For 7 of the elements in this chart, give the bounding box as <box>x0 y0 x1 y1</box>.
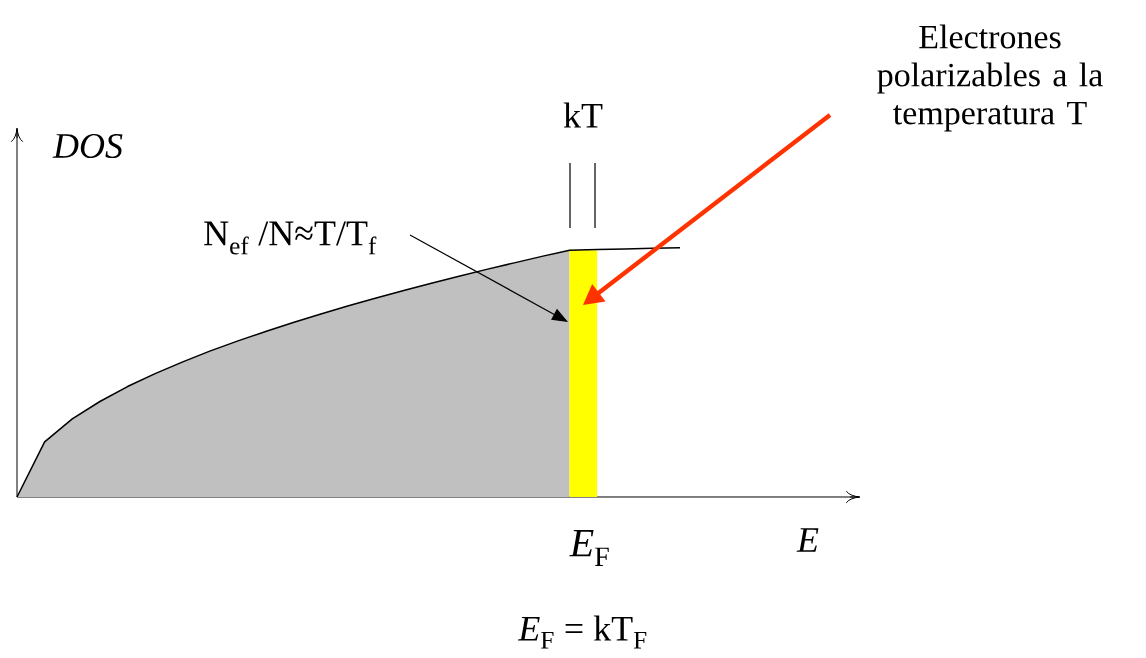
annotation: N$_{ef}$ /N≈T/T$_{f}$ <box>204 221 377 255</box>
text: kT <box>563 102 603 128</box>
text: E$_{F}$ = kT$_{F}$ <box>517 615 647 649</box>
y-axis-title: DOS <box>52 133 123 159</box>
x-axis-title: E <box>796 528 819 552</box>
text: Electrones polarizables a la temperatura T <box>877 24 1103 132</box>
text: E$_{F}$ <box>569 530 609 566</box>
